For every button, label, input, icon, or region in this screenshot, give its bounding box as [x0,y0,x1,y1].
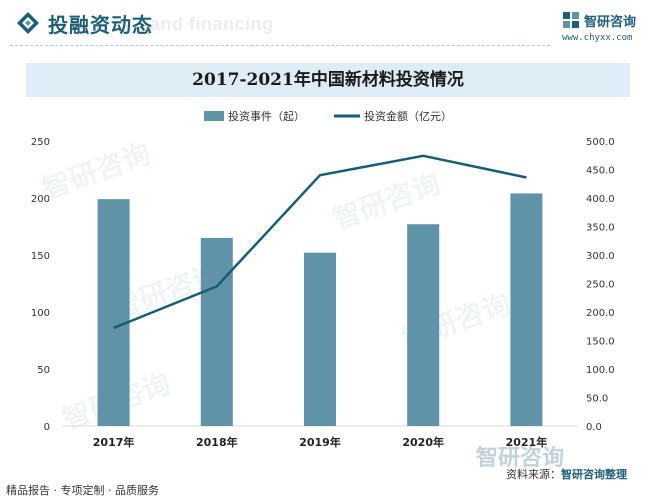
brand-logo-icon [563,12,579,28]
y-right-tick-label: 250.0 [586,280,615,291]
y-left-tick-label: 50 [37,365,50,376]
y-right-tick-label: 400.0 [586,194,615,205]
footer-watermark: 智研咨询 [476,446,565,471]
legend-label: 投资事件（起） [228,109,305,123]
section-title: 投融资动态 [48,13,153,37]
y-left-tick-label: 200 [31,194,50,205]
bar [407,224,440,426]
header-background-text: and financing [150,14,274,34]
bar [510,193,543,426]
y-left-tick-label: 150 [31,251,50,262]
x-tick-label: 2019年 [299,435,341,449]
y-right-tick-label: 300.0 [586,251,615,262]
diamond-icon [17,12,39,34]
y-right-tick-label: 450.0 [586,166,615,177]
brand-name: 智研咨询 [584,15,637,30]
x-tick-label: 2021年 [506,435,548,449]
source-label: 资料来源： [506,468,561,481]
y-right-tick-label: 200.0 [586,308,615,319]
bar [304,252,336,426]
line-series [113,154,527,330]
brand-url: www.chyxx.com [562,33,633,43]
footer-tagline: 精品报告 · 专项定制 · 品质服务 [6,484,159,497]
y-left-tick-label: 250 [31,137,50,148]
bar [97,199,130,426]
y-right-tick-label: 500.0 [586,137,615,148]
section-header: and financing 投融资动态 [0,0,656,50]
x-tick-label: 2018年 [196,435,238,449]
brand: 智研咨询 www.chyxx.com [562,11,652,47]
y-left-tick-label: 0 [44,422,50,433]
legend-label: 投资金额（亿元） [364,109,452,123]
footer-source: 资料来源：智研咨询整理 [506,466,627,482]
source-value: 智研咨询整理 [561,468,627,481]
legend-swatch-bar [204,111,224,121]
y-right-tick-label: 150.0 [586,337,615,348]
y-left-tick-label: 100 [31,308,50,319]
y-right-tick-label: 350.0 [586,223,615,234]
x-tick-label: 2017年 [93,435,135,449]
chart-title-bar: 2017-2021年中国新材料投资情况 [26,63,630,97]
y-right-tick-label: 50.0 [586,394,608,405]
y-right-tick-label: 0.0 [586,422,602,433]
header-divider [10,45,550,46]
y-right-tick-label: 100.0 [586,365,615,376]
chart-title: 2017-2021年中国新材料投资情况 [192,70,464,90]
bar [200,237,233,426]
x-tick-label: 2020年 [402,435,444,449]
